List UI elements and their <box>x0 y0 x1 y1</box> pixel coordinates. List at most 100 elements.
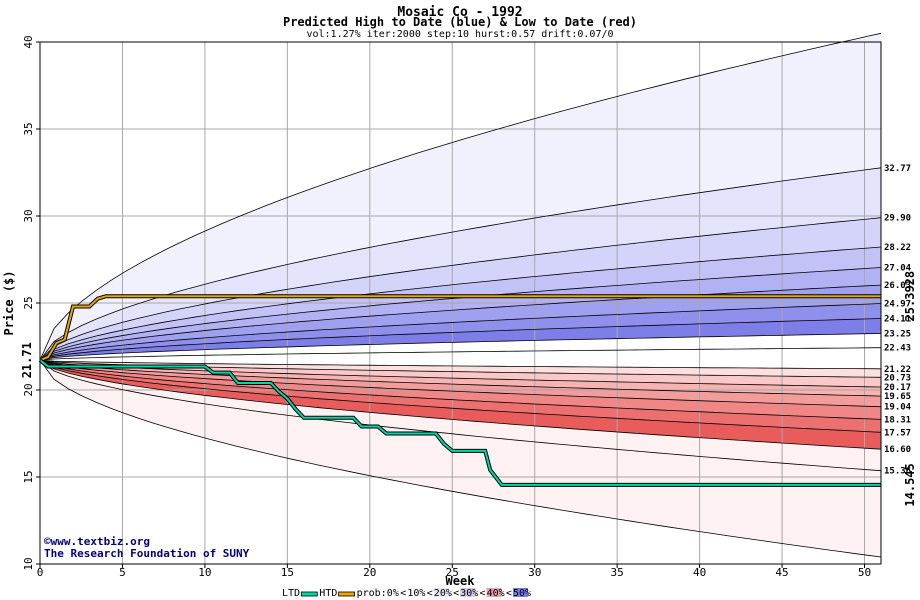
ltd-end-label: 14.545 <box>903 463 917 506</box>
y-tick-label-25: 25 <box>22 296 35 309</box>
legend-lt-2: < <box>453 588 459 599</box>
band-line-9 <box>39 347 882 361</box>
legend-item-3: 40% <box>487 588 505 599</box>
legend-item-0: 10% <box>407 588 425 599</box>
y-tick-label-20: 20 <box>22 383 35 396</box>
legend-swatch-3 <box>460 588 476 597</box>
band-label-high-6: 24.11 <box>884 314 911 324</box>
chart-title: Mosaic Co - 1992 <box>397 5 522 20</box>
legend-htd-swatch <box>338 591 356 597</box>
blue-band-2 <box>40 217 881 361</box>
band-label-high-7: 23.25 <box>884 329 911 339</box>
blue-band-0 <box>40 33 881 361</box>
x-tick-label-25: 25 <box>446 566 459 579</box>
simulation-params: vol:1.27% iter:2000 step:10 hurst:0.57 d… <box>306 29 613 40</box>
y-tick-label-40: 40 <box>22 35 35 48</box>
x-tick-label-0: 0 <box>37 566 44 579</box>
band-label-high-4: 26.03 <box>884 281 911 291</box>
band-boundary-lines <box>39 32 882 558</box>
band-label-low-2: 20.17 <box>884 383 911 393</box>
band-line-8 <box>39 333 882 361</box>
legend-lt-4: < <box>506 588 512 599</box>
red-band-2 <box>40 360 881 387</box>
legend-swatch-1 <box>407 588 423 597</box>
y-tick-label-10: 10 <box>22 557 35 570</box>
legend-swatch-5 <box>513 588 528 597</box>
legend-htd-label: HTD <box>319 588 337 599</box>
band-label-low-0: 21.22 <box>884 365 911 375</box>
band-line-1 <box>39 167 882 361</box>
band-line-0 <box>39 32 882 361</box>
band-line-11 <box>39 359 882 370</box>
band-line-3 <box>39 246 882 361</box>
band-line-6 <box>39 303 882 361</box>
y-axis-ticks: 10 15 20 25 30 35 40 <box>22 35 40 571</box>
start-price-label: 21.71 <box>20 342 34 378</box>
band-label-high-2: 28.22 <box>884 243 911 253</box>
band-line-15 <box>39 359 882 408</box>
x-tick-label-10: 10 <box>198 566 211 579</box>
legend-swatch-2 <box>433 588 449 597</box>
blue-band-4 <box>40 267 881 361</box>
x-tick-label-30: 30 <box>528 566 541 579</box>
band-label-low-4: 19.04 <box>884 403 912 413</box>
legend-prob-label: prob:0% <box>357 588 399 599</box>
band-line-18 <box>39 359 882 450</box>
blue-band-7 <box>40 318 881 361</box>
x-tick-label-40: 40 <box>693 566 706 579</box>
x-tick-label-50: 50 <box>858 566 871 579</box>
x-tick-label-20: 20 <box>363 566 376 579</box>
y-tick-label-30: 30 <box>22 209 35 222</box>
legend-swatch-0 <box>356 588 372 597</box>
band-label-low-8: 15.36 <box>884 467 911 477</box>
x-tick-label-45: 45 <box>775 566 788 579</box>
legend-ltd-swatch <box>300 591 318 597</box>
legend-lt-3: < <box>480 588 486 599</box>
blue-band-5 <box>40 285 881 361</box>
band-line-7 <box>39 318 882 361</box>
legend-item-4: 50% <box>513 588 531 599</box>
band-line-14 <box>39 359 882 397</box>
htd-ltd-paths <box>38 294 881 487</box>
y-tick-label-35: 35 <box>22 122 35 135</box>
band-line-19 <box>39 359 882 472</box>
band-line-16 <box>39 359 882 420</box>
legend-swatch-4 <box>486 588 502 597</box>
credit-org: The Research Foundation of SUNY <box>44 547 250 560</box>
legend-ltd-label: LTD <box>282 588 300 599</box>
x-axis-ticks: 0 5 10 15 20 25 30 35 40 45 50 <box>37 564 871 579</box>
y-axis-label: Price ($) <box>2 270 16 335</box>
red-band-7 <box>40 360 881 450</box>
band-label-high-5: 24.97 <box>884 300 911 310</box>
band-label-high-8: 22.43 <box>884 344 911 354</box>
x-axis-label: Week <box>446 574 476 588</box>
x-tick-label-15: 15 <box>281 566 294 579</box>
chart-subtitle: Predicted High to Date (blue) & Low to D… <box>283 15 637 29</box>
legend-item-2: 30% <box>460 588 478 599</box>
band-label-high-1: 29.90 <box>884 214 911 224</box>
band-line-10 <box>39 359 882 558</box>
legend-item-1: 20% <box>434 588 452 599</box>
red-band-6 <box>40 360 881 433</box>
band-label-low-3: 19.65 <box>884 392 911 402</box>
grid-lines <box>40 42 881 564</box>
x-tick-label-5: 5 <box>119 566 126 579</box>
legend-lt-1: < <box>427 588 433 599</box>
band-label-low-6: 17.57 <box>884 428 911 438</box>
band-label-low-5: 18.31 <box>884 415 911 425</box>
band-line-5 <box>39 284 882 361</box>
band-line-2 <box>39 217 882 361</box>
red-band-4 <box>40 360 881 407</box>
red-band-5 <box>40 360 881 420</box>
x-tick-label-35: 35 <box>611 566 624 579</box>
red-band-3 <box>40 360 881 397</box>
band-label-low-1: 20.73 <box>884 373 911 383</box>
band-label-high-3: 27.04 <box>884 264 912 274</box>
legend: LTD HTD prob:0% <10% <20% <30% <40% <50% <box>282 588 531 599</box>
band-line-13 <box>39 359 882 388</box>
blue-band-3 <box>40 247 881 361</box>
band-label-high-0: 32.77 <box>884 164 911 174</box>
credit-url: ©www.textbiz.org <box>44 535 150 548</box>
ltd-path <box>39 359 881 486</box>
